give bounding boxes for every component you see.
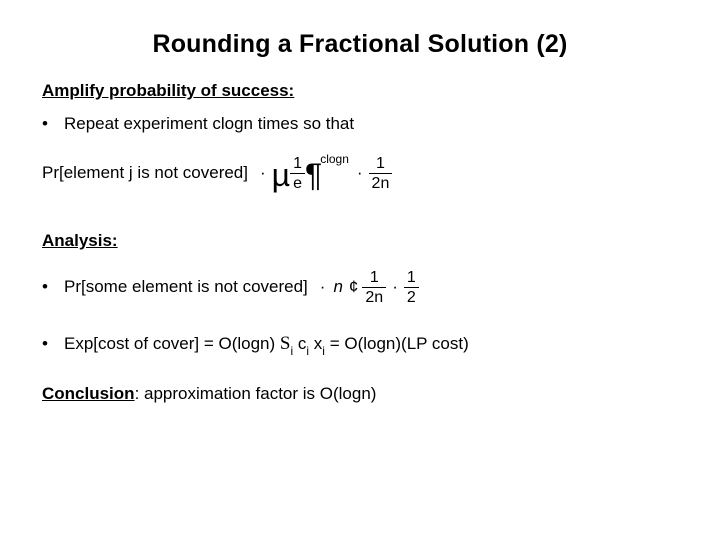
factor-n: n (331, 276, 344, 298)
fraction-1-over-2n: 1 2n (369, 155, 393, 192)
amplify-bullet-text: Repeat experiment clogn times so that (64, 113, 354, 135)
subscript-i: i (290, 344, 293, 358)
analysis-math1: · n ¢ 1 2n · 1 2 (314, 263, 419, 311)
analysis-block: Analysis: • Pr[some element is not cover… (42, 231, 678, 360)
fraction-num: 1 (290, 155, 305, 172)
amplify-equation: Pr[element j is not covered] · µ 1 e ¶ c… (42, 149, 678, 197)
bullet-icon: • (42, 333, 64, 355)
exp-cost-c: c (293, 334, 306, 353)
exp-cost-pre: Exp[cost of cover] = O(logn) (64, 334, 280, 353)
subscript-i: i (322, 344, 325, 358)
slide: Rounding a Fractional Solution (2) Ampli… (0, 0, 720, 540)
analysis-bullet2-text: Exp[cost of cover] = O(logn) Si ci xi = … (64, 333, 469, 360)
fraction-den: 2n (369, 175, 393, 192)
leq-icon: · (254, 163, 272, 183)
fraction-num: 1 (362, 269, 386, 286)
leq-icon: · (314, 276, 332, 298)
fraction-num: 1 (369, 155, 393, 172)
fraction-1-over-2n: 1 2n (362, 269, 386, 306)
leq-icon: · (351, 163, 369, 183)
fraction-num: 1 (404, 269, 419, 286)
conclusion-lead: Conclusion (42, 384, 135, 403)
fraction-den: 2 (404, 289, 419, 306)
conclusion-line: Conclusion: approximation factor is O(lo… (42, 384, 678, 404)
fraction-bar-icon (362, 287, 386, 288)
analysis-bullet2-row: • Exp[cost of cover] = O(logn) Si ci xi … (42, 333, 678, 360)
dot-icon: ¢ (345, 276, 362, 298)
exponent-clogn: clogn (320, 152, 349, 166)
left-paren-icon: µ (272, 159, 290, 191)
amplify-math: · µ 1 e ¶ clogn · 1 2n (254, 149, 392, 197)
fraction-1-over-2: 1 2 (404, 269, 419, 306)
analysis-pr-prefix: Pr[some element is not covered] (64, 276, 308, 298)
leq-icon: · (386, 276, 404, 298)
conclusion-rest: : approximation factor is O(logn) (135, 384, 377, 403)
section-amplify-heading: Amplify probability of success: (42, 81, 678, 101)
bullet-icon: • (42, 276, 64, 298)
fraction-den: 2n (362, 289, 386, 306)
fraction-bar-icon (290, 173, 305, 174)
sigma-icon: S (280, 333, 291, 354)
subscript-i: i (306, 344, 309, 358)
fraction-1-over-e: 1 e (290, 155, 305, 192)
amplify-pr-prefix: Pr[element j is not covered] (42, 163, 248, 183)
fraction-bar-icon (369, 173, 393, 174)
exp-cost-post: = O(logn)(LP cost) (325, 334, 469, 353)
fraction-den: e (290, 175, 305, 192)
fraction-bar-icon (404, 287, 419, 288)
section-analysis-heading: Analysis: (42, 231, 678, 251)
analysis-bullet1-text: Pr[some element is not covered] · n ¢ 1 … (64, 263, 419, 311)
exp-cost-x: x (309, 334, 322, 353)
amplify-bullet-row: • Repeat experiment clogn times so that (42, 113, 678, 135)
slide-title: Rounding a Fractional Solution (2) (42, 30, 678, 59)
analysis-bullet1-row: • Pr[some element is not covered] · n ¢ … (42, 263, 678, 311)
bullet-icon: • (42, 113, 64, 135)
